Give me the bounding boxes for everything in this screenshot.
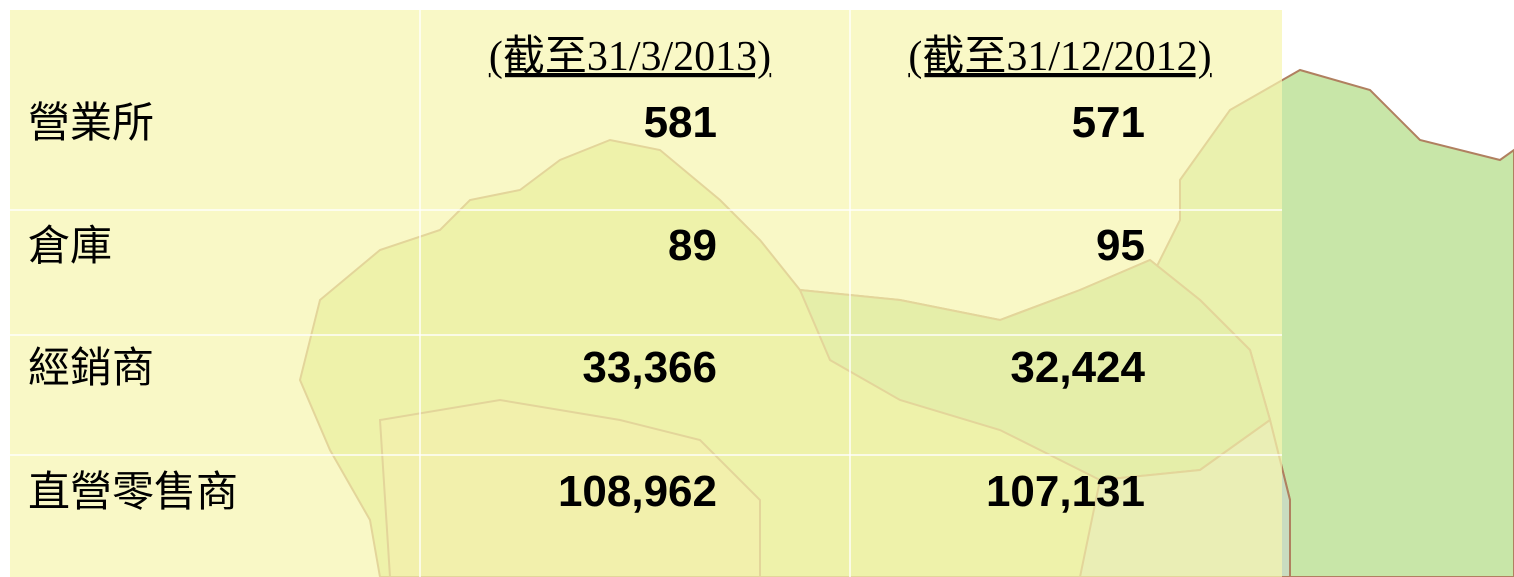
table-panel: [10, 10, 1282, 577]
cell-value: 108,962: [558, 467, 717, 516]
row-label: 倉庫: [28, 221, 112, 270]
cell-value: 89: [668, 221, 717, 270]
column-header: (截至31/3/2013): [489, 34, 771, 80]
cell-value: 571: [1072, 98, 1145, 147]
cell-value: 581: [644, 98, 717, 147]
row-label: 直營零售商: [28, 467, 238, 516]
row-label: 經銷商: [28, 343, 154, 392]
cell-value: 33,366: [582, 343, 717, 392]
cell-value: 32,424: [1010, 343, 1145, 392]
cell-value: 107,131: [986, 467, 1145, 516]
row-label: 營業所: [28, 98, 154, 147]
row-dividers: [10, 10, 1282, 577]
column-header: (截至31/12/2012): [908, 34, 1211, 80]
cell-value: 95: [1096, 221, 1145, 270]
